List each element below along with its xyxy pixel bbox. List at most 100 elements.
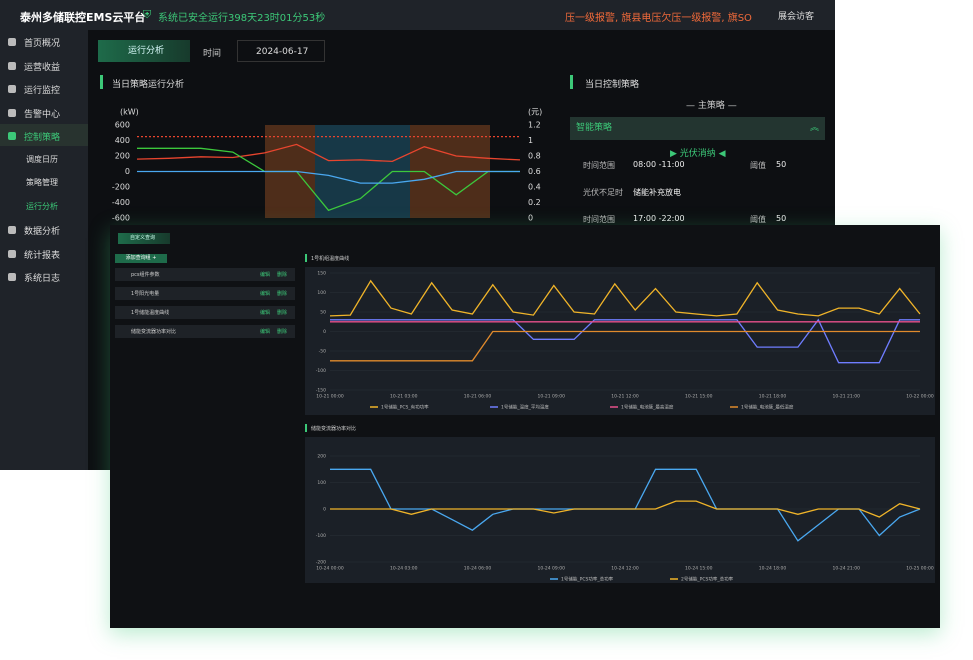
title-bar bbox=[100, 75, 103, 89]
y-tick-label: 600 bbox=[115, 121, 130, 130]
tab[interactable]: 运行分析 bbox=[98, 40, 190, 62]
x-tick-label: 10-24 00:00 bbox=[316, 566, 344, 572]
collapse-icon[interactable]: ︽ bbox=[809, 123, 819, 133]
group-name: pcs组件参数 bbox=[131, 272, 160, 278]
nav-item[interactable]: 运营收益 bbox=[24, 62, 61, 73]
y-tick-label: 100 bbox=[317, 480, 326, 486]
y2-tick-label: 0.4 bbox=[528, 183, 541, 192]
legend-label[interactable]: 2号储能_PCS功率_总功率 bbox=[681, 576, 734, 583]
alarm[interactable]: 压一级报警, 旗县电压欠压一级报警, 旗SO bbox=[565, 13, 752, 24]
status: 系统已安全运行398天23时01分53秒 bbox=[158, 13, 326, 24]
legend-label[interactable]: 1号储能_温度_平均温度 bbox=[501, 404, 549, 411]
delete[interactable]: 删除 bbox=[277, 329, 288, 335]
y-tick-label: 0 bbox=[323, 329, 326, 335]
y-tick-label: -150 bbox=[316, 388, 326, 394]
legend-label[interactable]: 1号储能_PCS_有功功率 bbox=[381, 404, 429, 411]
nav-icon bbox=[8, 273, 16, 281]
title-bar bbox=[305, 424, 307, 432]
x-tick-label: 10-21 12:00 bbox=[611, 394, 639, 400]
threshold-label: 阈值 bbox=[750, 161, 766, 170]
chart-title: 当日策略运行分析 bbox=[112, 80, 185, 90]
y-tick-label: -200 bbox=[316, 560, 326, 566]
threshold: 50 bbox=[776, 160, 787, 169]
y-tick-label: -100 bbox=[316, 368, 326, 374]
legend-label[interactable]: 1号储能_电池簇_最高温度 bbox=[621, 404, 674, 411]
section-title: 智能策略 bbox=[576, 123, 613, 133]
rule-value: 17:00 -22:00 bbox=[633, 214, 685, 223]
panel-title: 当日控制策略 bbox=[585, 80, 640, 90]
edit[interactable]: 编辑 bbox=[260, 329, 271, 335]
x-tick-label: 10-25 00:00 bbox=[906, 566, 934, 572]
header: 泰州多储联控EMS云平台 ⛨ 系统已安全运行398天23时01分53秒 压一级报… bbox=[0, 0, 835, 30]
y-tick-label: 200 bbox=[317, 454, 326, 460]
x-tick-label: 10-21 03:00 bbox=[390, 394, 418, 400]
nav-item[interactable]: 统计报表 bbox=[24, 250, 61, 261]
nav-item[interactable]: 首页概况 bbox=[24, 39, 61, 49]
group-name: 1号储能温度曲线 bbox=[131, 310, 170, 316]
group-name: 储能变流器功率对比 bbox=[131, 329, 177, 335]
app-title: 泰州多储联控EMS云平台 bbox=[20, 11, 146, 24]
add-button[interactable]: 添加查询组 + bbox=[115, 254, 167, 263]
date-picker[interactable]: 2024-06-17 bbox=[237, 40, 325, 62]
edit[interactable]: 编辑 bbox=[260, 272, 271, 278]
x-tick-label: 10-24 12:00 bbox=[611, 566, 639, 572]
user[interactable]: 展会访客 bbox=[778, 12, 815, 22]
y-tick-label: -100 bbox=[316, 533, 326, 539]
y-tick-label: 50 bbox=[320, 310, 326, 316]
nav-item[interactable]: 运行监控 bbox=[24, 86, 61, 96]
y-tick-label: 0 bbox=[323, 507, 326, 513]
x-tick-label: 10-21 09:00 bbox=[538, 394, 566, 400]
series-line bbox=[330, 468, 921, 542]
delete[interactable]: 删除 bbox=[277, 272, 288, 278]
nav-icon bbox=[8, 108, 16, 117]
nav-icon bbox=[8, 38, 16, 46]
delete[interactable]: 删除 bbox=[277, 291, 288, 297]
title-bar bbox=[570, 75, 573, 89]
nav-item[interactable]: 系统日志 bbox=[24, 274, 61, 284]
series-line bbox=[330, 318, 920, 364]
nav-subitem[interactable]: 运行分析 bbox=[26, 201, 58, 211]
nav-subitem[interactable]: 调度日历 bbox=[26, 154, 58, 164]
strategy-chart: (kW) (元) 600 400 200 0 -200 -400 -600 1.2 1 0.8 0.6 0… bbox=[112, 108, 542, 223]
nav-subitem[interactable]: 策略管理 bbox=[26, 178, 58, 187]
edit[interactable]: 编辑 bbox=[260, 291, 271, 297]
query-tab[interactable]: 自定义查询 bbox=[118, 233, 170, 244]
nav-item[interactable]: 控制策略 bbox=[24, 133, 61, 143]
group-row[interactable]: 1号阳光电量 编辑 删除 bbox=[115, 287, 295, 300]
y-tick-label: -50 bbox=[319, 349, 326, 355]
y2-tick-label: 1 bbox=[528, 136, 533, 145]
edit[interactable]: 编辑 bbox=[260, 310, 271, 316]
legend-label[interactable]: 1号储能_电池簇_最低温度 bbox=[741, 404, 794, 411]
y-tick-label: 400 bbox=[115, 136, 130, 145]
rule-value: 储能补充放电 bbox=[633, 188, 681, 197]
delete[interactable]: 删除 bbox=[277, 310, 288, 316]
threshold-label: 阈值 bbox=[750, 215, 766, 224]
rule-value: 08:00 -11:00 bbox=[633, 160, 685, 169]
nav-item[interactable]: 数据分析 bbox=[24, 227, 61, 237]
nav-icon bbox=[8, 226, 16, 234]
nav-active-bg bbox=[0, 124, 88, 146]
rule-rows: 时间范围 08:00 -11:00 阈值 50 光伏不足时 储能补充放电 时间范围 17:00… bbox=[570, 160, 825, 225]
y-tick-label: -400 bbox=[112, 198, 130, 207]
group-row[interactable]: pcs组件参数 编辑 删除 bbox=[115, 268, 295, 281]
nav-icon bbox=[8, 85, 16, 93]
rule-label: 时间范围 bbox=[583, 215, 615, 224]
time-label: 时间 bbox=[203, 49, 222, 59]
y2-tick-label: 0.6 bbox=[528, 167, 541, 176]
group-row[interactable]: 1号储能温度曲线 编辑 删除 bbox=[115, 306, 295, 319]
nav-item[interactable]: 告警中心 bbox=[24, 109, 61, 120]
query-groups: pcs组件参数 编辑 删除 1号阳光电量 编辑 删除 1号储能温度曲线 编辑 删除 储能变流器功率… bbox=[115, 268, 295, 348]
group-row[interactable]: 储能变流器功率对比 编辑 删除 bbox=[115, 325, 295, 338]
sidebar: 首页概况运营收益运行监控告警中心控制策略调度日历策略管理运行分析数据分析统计报表… bbox=[0, 30, 88, 470]
section-header[interactable]: 智能策略 ︽ bbox=[570, 117, 825, 140]
x-tick-label: 10-22 00:00 bbox=[906, 394, 934, 400]
x-tick-label: 10-21 06:00 bbox=[464, 394, 492, 400]
mode-label: 光伏消纳 bbox=[679, 149, 716, 159]
y-tick-label: 0 bbox=[125, 167, 130, 176]
mode: ▶ 光伏消纳 ◀ bbox=[670, 149, 726, 159]
legend-label[interactable]: 1号储能_PCS功率_总功率 bbox=[561, 576, 614, 583]
chart-title: 1号机组温度曲线 bbox=[311, 256, 350, 262]
group-name: 1号阳光电量 bbox=[131, 291, 160, 297]
x-tick-label: 10-24 09:00 bbox=[538, 566, 566, 572]
